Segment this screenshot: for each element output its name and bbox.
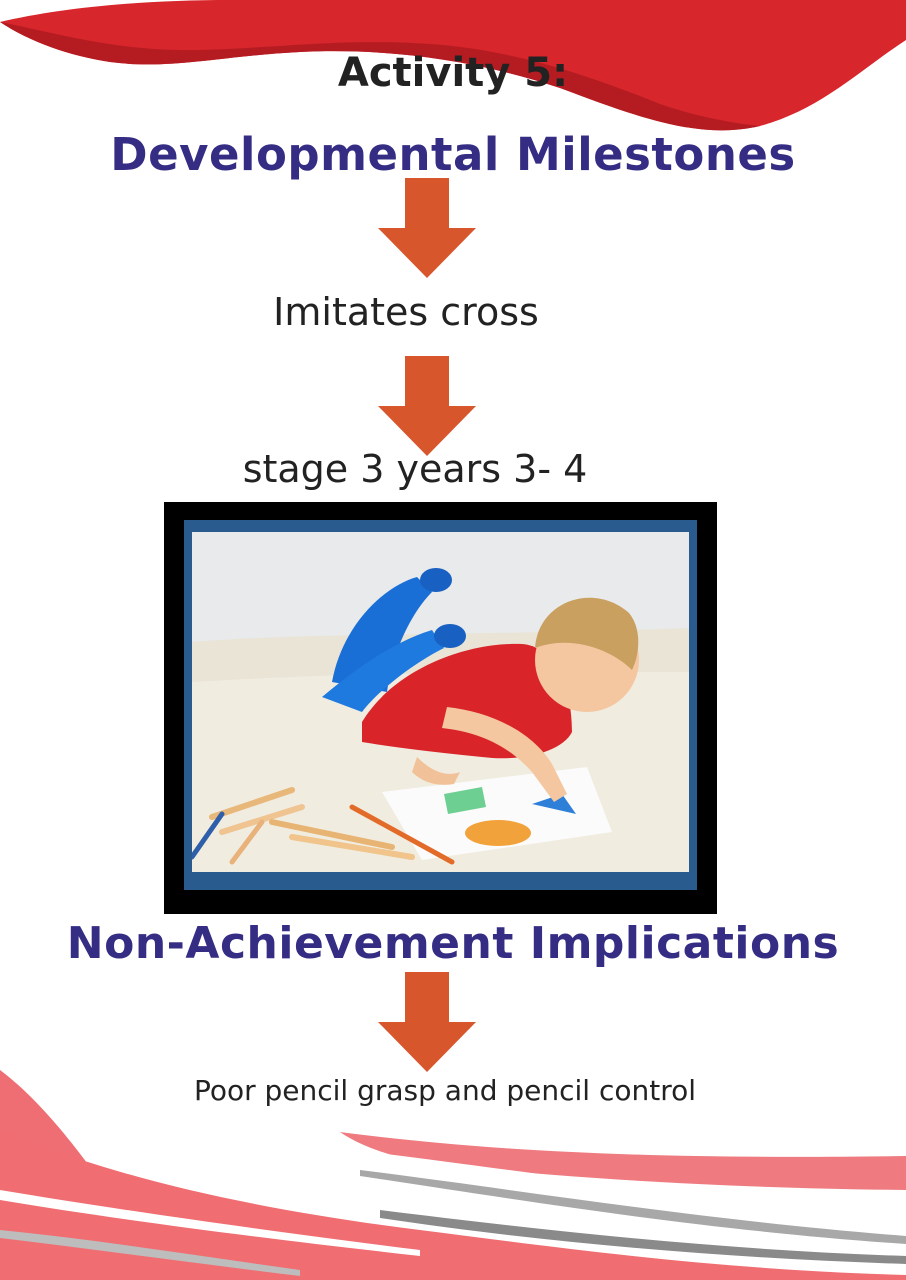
arrow-down-icon — [378, 972, 476, 1072]
photo-frame — [164, 502, 717, 914]
top-swoosh-decoration — [0, 0, 906, 131]
milestone-text: Imitates cross — [273, 290, 539, 334]
photo-border — [184, 520, 697, 890]
non-achievement-implications-heading: Non-Achievement Implications — [66, 918, 840, 969]
developmental-milestones-heading: Developmental Milestones — [110, 128, 796, 181]
stage-text: stage 3 years 3- 4 — [242, 447, 588, 491]
arrow-down-icon — [378, 356, 476, 456]
implication-text: Poor pencil grasp and pencil control — [193, 1074, 697, 1107]
arrow-down-icon — [378, 178, 476, 278]
child-drawing-photo — [192, 532, 689, 872]
activity-title: Activity 5: — [337, 50, 569, 96]
bottom-swoosh-decoration — [0, 1070, 906, 1280]
